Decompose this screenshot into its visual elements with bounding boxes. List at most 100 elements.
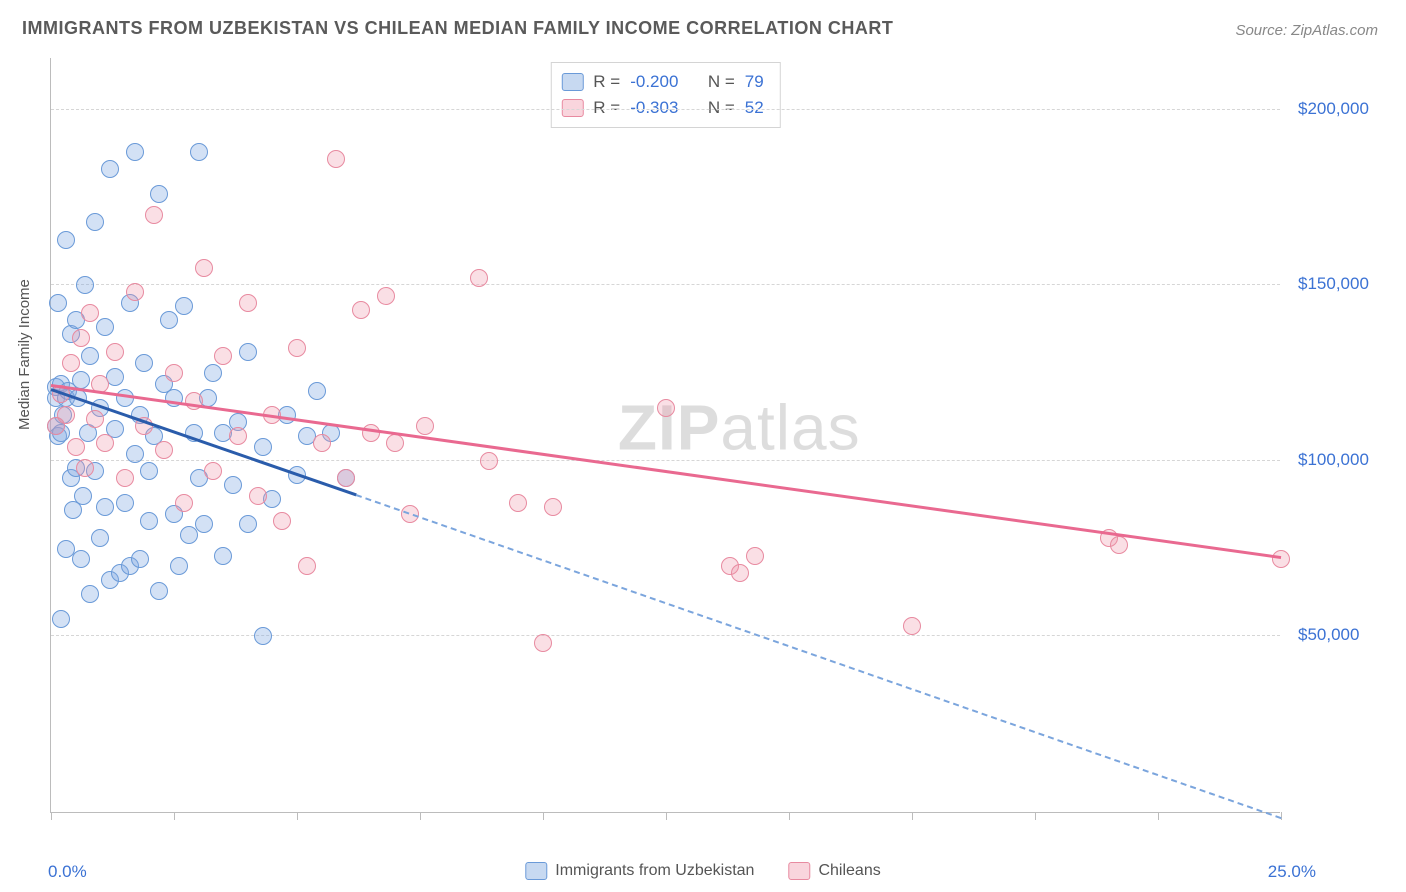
data-point-blue: [126, 143, 144, 161]
data-point-pink: [386, 434, 404, 452]
data-point-blue: [72, 550, 90, 568]
data-point-pink: [313, 434, 331, 452]
x-tick-0: 0.0%: [48, 862, 87, 882]
data-point-blue: [160, 311, 178, 329]
data-point-blue: [116, 494, 134, 512]
data-point-pink: [731, 564, 749, 582]
data-point-blue: [254, 627, 272, 645]
gridline: [51, 284, 1280, 285]
data-point-blue: [91, 529, 109, 547]
data-point-blue: [126, 445, 144, 463]
data-point-blue: [52, 610, 70, 628]
data-point-blue: [214, 547, 232, 565]
gridline: [51, 109, 1280, 110]
x-tick: [543, 812, 544, 820]
legend-label-pink: Chileans: [818, 862, 880, 880]
data-point-pink: [57, 406, 75, 424]
swatch-blue-icon: [561, 73, 583, 91]
y-tick-50k: $50,000: [1298, 625, 1359, 645]
data-point-pink: [470, 269, 488, 287]
data-point-blue: [308, 382, 326, 400]
x-tick: [51, 812, 52, 820]
data-point-blue: [86, 213, 104, 231]
data-point-pink: [377, 287, 395, 305]
scatter-plot-area: ZIPatlas R = -0.200 N = 79 R = -0.303 N …: [50, 58, 1280, 813]
r-label: R =: [593, 69, 620, 95]
data-point-pink: [534, 634, 552, 652]
r-value-blue: -0.200: [630, 69, 678, 95]
y-tick-150k: $150,000: [1298, 274, 1369, 294]
x-tick: [297, 812, 298, 820]
data-point-blue: [140, 512, 158, 530]
data-point-pink: [1110, 536, 1128, 554]
legend-label-blue: Immigrants from Uzbekistan: [555, 862, 754, 880]
data-point-pink: [249, 487, 267, 505]
data-point-pink: [239, 294, 257, 312]
watermark-rest: atlas: [720, 392, 860, 464]
data-point-blue: [150, 582, 168, 600]
data-point-pink: [416, 417, 434, 435]
data-point-pink: [72, 329, 90, 347]
data-point-blue: [204, 364, 222, 382]
data-point-blue: [81, 347, 99, 365]
legend-item-blue: Immigrants from Uzbekistan: [525, 862, 754, 880]
data-point-blue: [96, 498, 114, 516]
data-point-blue: [76, 276, 94, 294]
data-point-blue: [224, 476, 242, 494]
data-point-blue: [96, 318, 114, 336]
source-attribution: Source: ZipAtlas.com: [1235, 22, 1378, 39]
data-point-blue: [57, 231, 75, 249]
data-point-blue: [49, 294, 67, 312]
data-point-pink: [657, 399, 675, 417]
data-point-pink: [298, 557, 316, 575]
data-point-blue: [239, 515, 257, 533]
x-tick: [420, 812, 421, 820]
data-point-pink: [155, 441, 173, 459]
x-tick: [1158, 812, 1159, 820]
data-point-pink: [116, 469, 134, 487]
data-point-pink: [337, 469, 355, 487]
swatch-pink-icon: [788, 862, 810, 880]
data-point-pink: [746, 547, 764, 565]
data-point-blue: [190, 143, 208, 161]
data-point-pink: [903, 617, 921, 635]
x-tick-25: 25.0%: [1268, 862, 1316, 882]
chart-title: IMMIGRANTS FROM UZBEKISTAN VS CHILEAN ME…: [22, 18, 893, 39]
data-point-pink: [204, 462, 222, 480]
y-axis-label: Median Family Income: [16, 279, 33, 430]
x-tick: [1281, 812, 1282, 820]
data-point-pink: [288, 339, 306, 357]
data-point-pink: [214, 347, 232, 365]
data-point-pink: [509, 494, 527, 512]
data-point-pink: [86, 410, 104, 428]
legend-item-pink: Chileans: [788, 862, 880, 880]
data-point-pink: [96, 434, 114, 452]
data-point-pink: [544, 498, 562, 516]
series-legend: Immigrants from Uzbekistan Chileans: [525, 862, 880, 880]
data-point-blue: [131, 550, 149, 568]
n-value-blue: 79: [745, 69, 764, 95]
x-tick: [666, 812, 667, 820]
data-point-blue: [81, 585, 99, 603]
data-point-pink: [126, 283, 144, 301]
data-point-blue: [150, 185, 168, 203]
gridline: [51, 635, 1280, 636]
data-point-pink: [1272, 550, 1290, 568]
watermark-text: ZIPatlas: [618, 391, 861, 465]
correlation-legend-box: R = -0.200 N = 79 R = -0.303 N = 52: [550, 62, 780, 128]
data-point-blue: [101, 160, 119, 178]
data-point-pink: [195, 259, 213, 277]
y-tick-200k: $200,000: [1298, 99, 1369, 119]
data-point-pink: [106, 343, 124, 361]
data-point-blue: [175, 297, 193, 315]
swatch-blue-icon: [525, 862, 547, 880]
x-tick: [174, 812, 175, 820]
y-tick-100k: $100,000: [1298, 450, 1369, 470]
data-point-blue: [254, 438, 272, 456]
data-point-pink: [175, 494, 193, 512]
data-point-pink: [229, 427, 247, 445]
data-point-pink: [165, 364, 183, 382]
x-tick: [789, 812, 790, 820]
gridline: [51, 460, 1280, 461]
data-point-pink: [67, 438, 85, 456]
